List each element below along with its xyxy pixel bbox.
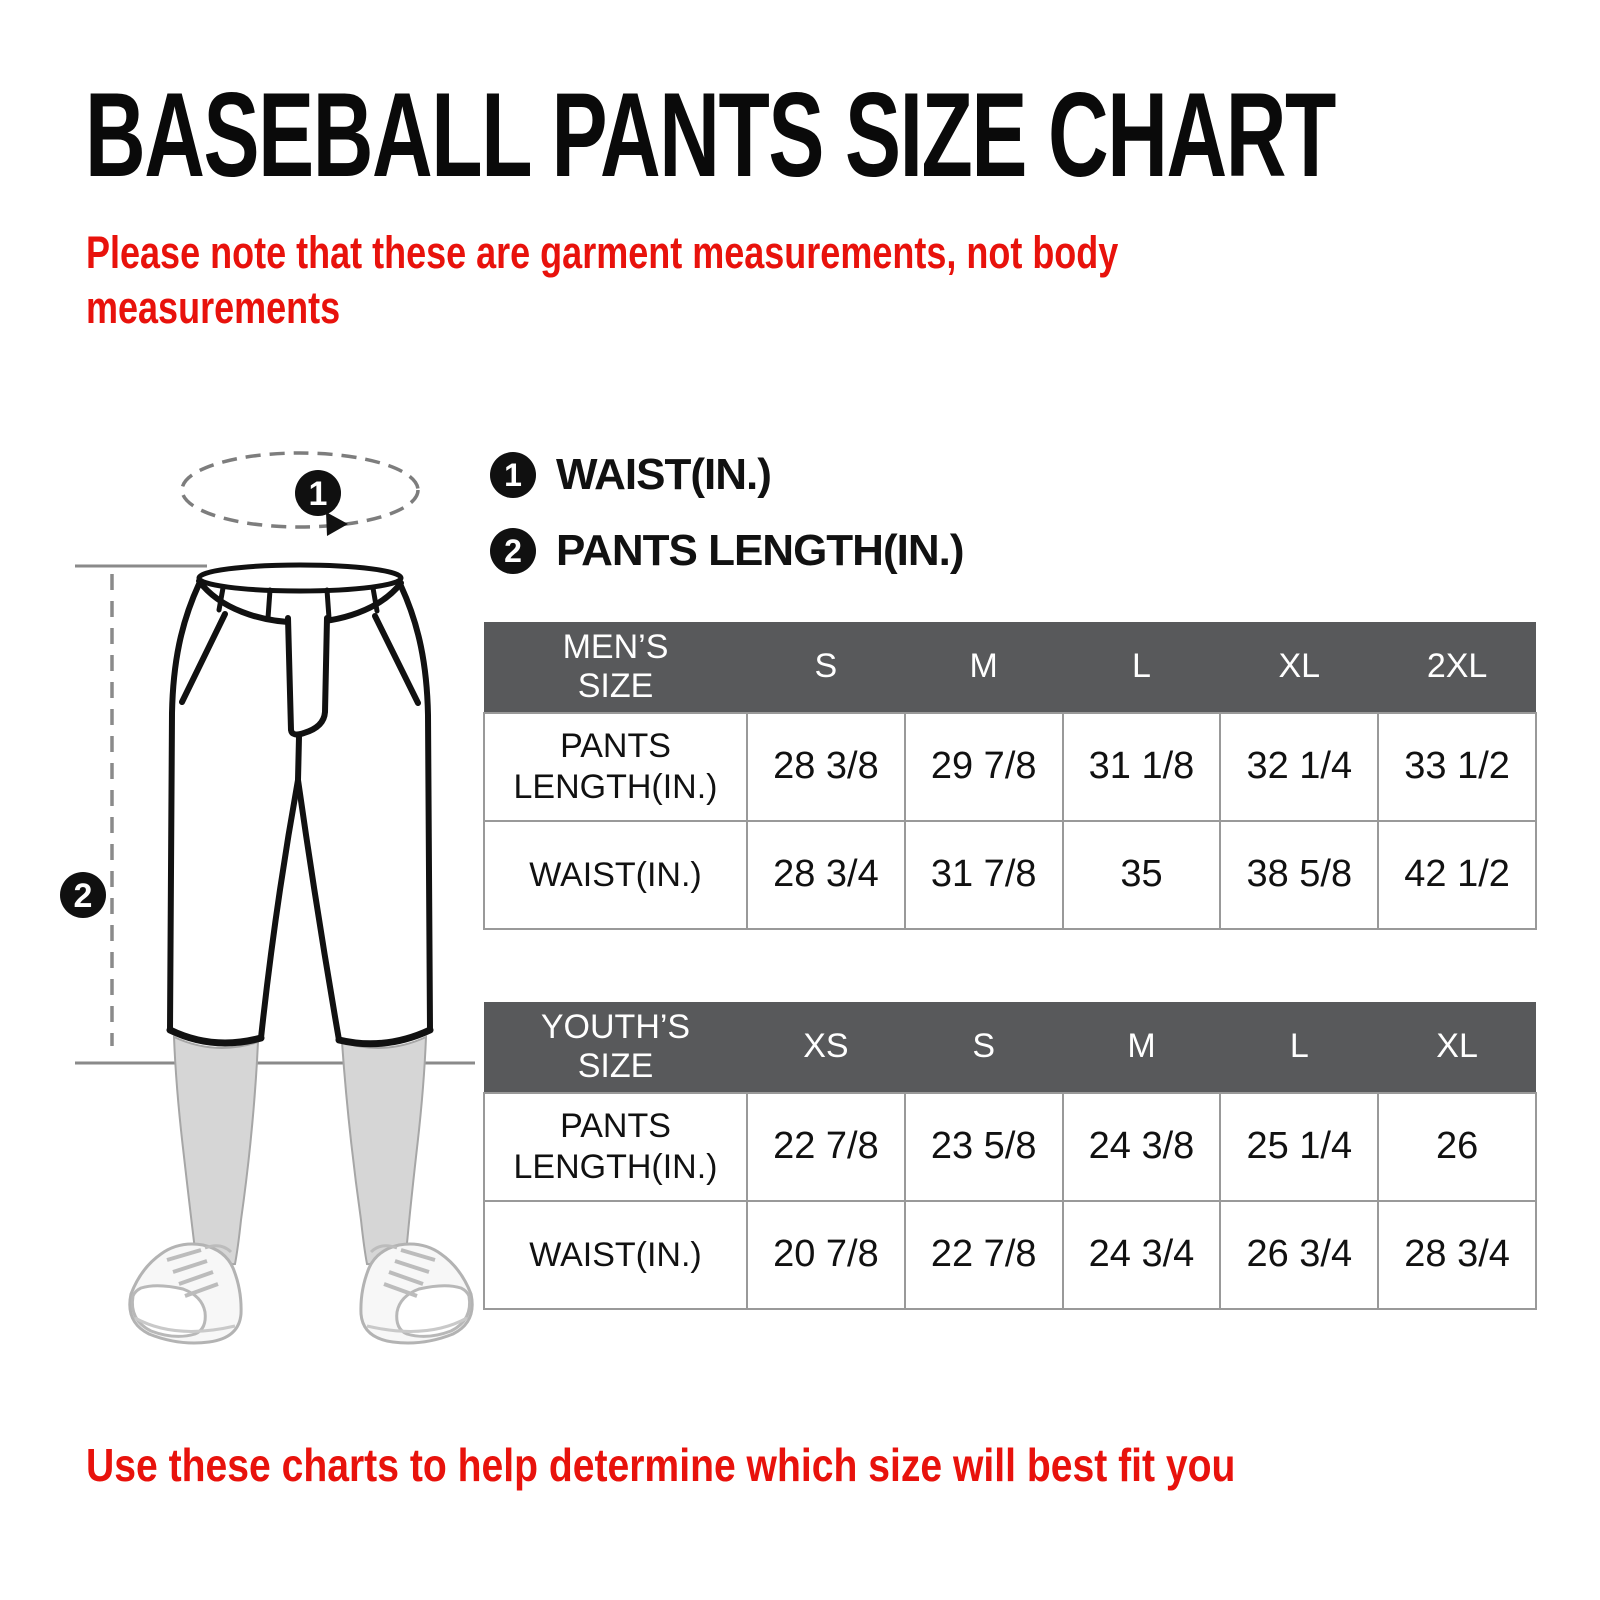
youth-size-col-l: L <box>1220 1002 1379 1093</box>
mens-header-row: MEN’S SIZE S M L XL 2XL <box>484 622 1536 713</box>
length-marker-badge: 2 <box>60 872 106 918</box>
youth-size-table: YOUTH’S SIZE XS S M L XL PANTS LENGTH(IN… <box>483 1002 1537 1310</box>
right-cuff <box>335 1026 434 1048</box>
mens-size-col-2xl: 2XL <box>1378 622 1536 713</box>
mens-size-col-l: L <box>1062 622 1221 713</box>
youth-header-row: YOUTH’S SIZE XS S M L XL <box>484 1002 1536 1093</box>
value-cell: 28 3/4 <box>746 820 906 930</box>
value-cell: 26 <box>1377 1092 1537 1202</box>
belt-loops <box>216 585 380 621</box>
value-cell: 29 7/8 <box>903 712 1064 822</box>
row-label: PANTS LENGTH(IN.) <box>483 1092 748 1202</box>
right-pocket-slant <box>372 613 421 706</box>
fly <box>285 615 330 738</box>
legend-label-length: PANTS LENGTH(IN.) <box>556 526 964 575</box>
value-cell: 31 7/8 <box>903 820 1064 930</box>
right-inner-seam <box>295 777 342 1043</box>
legend-label-waist: WAIST(IN.) <box>556 450 772 499</box>
value-cell: 22 7/8 <box>746 1092 906 1202</box>
left-inner-seam <box>258 777 301 1041</box>
left-sock <box>172 1035 260 1268</box>
value-cell: 25 1/4 <box>1219 1092 1380 1202</box>
youth-pants-length-row: PANTS LENGTH(IN.) 22 7/8 23 5/8 24 3/8 2… <box>483 1092 1537 1202</box>
mens-corner-cell: MEN’S SIZE <box>484 622 747 713</box>
mens-size-col-m: M <box>904 622 1063 713</box>
value-cell: 28 3/8 <box>746 712 906 822</box>
fit-advice-note: Use these charts to help determine which… <box>86 1439 1236 1491</box>
waist-measure-ellipse <box>180 451 420 529</box>
mens-pants-length-row: PANTS LENGTH(IN.) 28 3/8 29 7/8 31 1/8 3… <box>483 712 1537 822</box>
left-pocket-slant <box>179 611 228 705</box>
value-cell: 28 3/4 <box>1377 1200 1537 1310</box>
waist-marker-badge: 1 <box>295 470 341 516</box>
value-cell: 31 1/8 <box>1061 712 1222 822</box>
row-label: WAIST(IN.) <box>483 1200 748 1310</box>
right-shoe <box>358 1242 475 1345</box>
youth-size-col-xs: XS <box>747 1002 905 1093</box>
value-cell: 42 1/2 <box>1377 820 1537 930</box>
value-cell: 32 1/4 <box>1219 712 1380 822</box>
legend-item-waist: 1 WAIST(IN.) <box>490 450 964 500</box>
right-outer-seam <box>398 583 433 1033</box>
mens-size-table: MEN’S SIZE S M L XL 2XL PANTS LENGTH(IN.… <box>483 622 1537 930</box>
value-cell: 24 3/4 <box>1061 1200 1222 1310</box>
left-cuff <box>166 1026 265 1047</box>
pants-measurement-diagram: 1 2 <box>60 451 475 1345</box>
value-cell: 26 3/4 <box>1219 1200 1380 1310</box>
youth-size-col-m: M <box>1062 1002 1221 1093</box>
measurement-legend: 1 WAIST(IN.) 2 PANTS LENGTH(IN.) <box>490 450 964 602</box>
left-outer-seam <box>167 581 202 1033</box>
value-cell: 23 5/8 <box>903 1092 1064 1202</box>
legend-item-length: 2 PANTS LENGTH(IN.) <box>490 526 964 576</box>
legend-badge-2: 2 <box>490 528 536 574</box>
row-label: WAIST(IN.) <box>483 820 748 930</box>
left-shoe <box>128 1242 243 1345</box>
pants-outline <box>166 562 434 1048</box>
youth-size-col-s: S <box>904 1002 1063 1093</box>
row-label: PANTS LENGTH(IN.) <box>483 712 748 822</box>
note-line-1: Please note that these are garment measu… <box>86 227 1119 278</box>
youth-size-col-xl: XL <box>1378 1002 1536 1093</box>
value-cell: 33 1/2 <box>1377 712 1537 822</box>
page-title: BASEBALL PANTS SIZE CHART <box>85 68 1336 202</box>
value-cell: 24 3/8 <box>1061 1092 1222 1202</box>
mens-waist-row: WAIST(IN.) 28 3/4 31 7/8 35 38 5/8 42 1/… <box>483 820 1537 930</box>
youth-corner-cell: YOUTH’S SIZE <box>484 1002 747 1093</box>
garment-measurement-note: Please note that these are garment measu… <box>86 226 1118 336</box>
youth-waist-row: WAIST(IN.) 20 7/8 22 7/8 24 3/4 26 3/4 2… <box>483 1200 1537 1310</box>
mens-size-col-xl: XL <box>1220 622 1379 713</box>
note-line-2: measurements <box>86 281 341 333</box>
value-cell: 38 5/8 <box>1219 820 1380 930</box>
value-cell: 20 7/8 <box>746 1200 906 1310</box>
value-cell: 22 7/8 <box>903 1200 1064 1310</box>
measure-arrow-icon <box>326 512 348 536</box>
svg-text:1: 1 <box>309 475 328 513</box>
mens-size-col-s: S <box>747 622 905 713</box>
value-cell: 35 <box>1061 820 1222 930</box>
right-sock <box>340 1035 428 1268</box>
shoe-laces <box>166 1248 219 1298</box>
legend-badge-1: 1 <box>490 452 536 498</box>
crotch-line <box>295 734 302 783</box>
svg-text:2: 2 <box>74 877 93 915</box>
